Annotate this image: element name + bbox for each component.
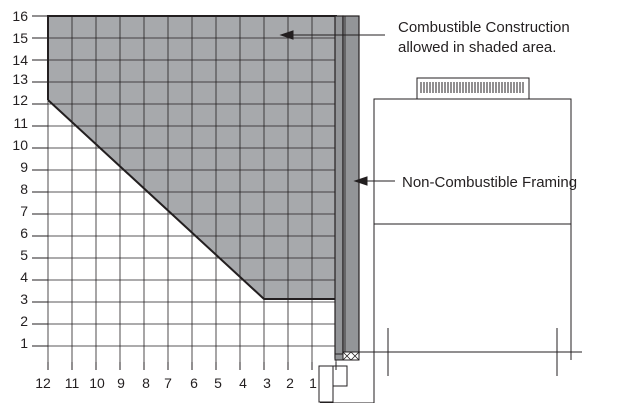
x-label-3: 3 <box>263 375 271 391</box>
x-label-4: 4 <box>239 375 247 391</box>
x-label-2: 2 <box>286 375 294 391</box>
framing-base-right <box>342 351 360 361</box>
y-label-5: 5 <box>20 247 28 263</box>
x-axis-labels: 12 11 10 9 8 7 6 5 4 3 2 1 <box>35 375 317 391</box>
y-label-1: 1 <box>20 335 28 351</box>
callout-arrows <box>279 30 395 186</box>
y-label-12: 12 <box>12 92 28 108</box>
axis-ticks <box>32 15 337 370</box>
y-label-15: 15 <box>12 30 28 46</box>
y-label-8: 8 <box>20 181 28 197</box>
y-label-13: 13 <box>12 71 28 87</box>
x-label-5: 5 <box>214 375 222 391</box>
x-label-8: 8 <box>142 375 150 391</box>
x-label-7: 7 <box>164 375 172 391</box>
framing-base-left <box>334 353 344 361</box>
combustible-callout-line1: Combustible Construction <box>398 19 570 36</box>
x-label-9: 9 <box>117 375 125 391</box>
floor-line <box>345 328 582 376</box>
framing-outer <box>334 15 344 359</box>
x-label-12: 12 <box>35 375 51 391</box>
y-label-16: 16 <box>12 8 28 24</box>
y-label-14: 14 <box>12 52 28 68</box>
framing-base-cross-1 <box>342 351 352 361</box>
bottom-marker-box-2 <box>332 365 348 387</box>
y-label-2: 2 <box>20 313 28 329</box>
y-label-7: 7 <box>20 203 28 219</box>
x-label-11: 11 <box>65 375 80 391</box>
y-axis-labels: 16 15 14 13 12 11 10 9 8 7 6 5 4 3 2 1 <box>12 8 28 351</box>
framing-base-cross-2 <box>350 351 360 361</box>
combustible-callout-line2: allowed in shaded area. <box>398 39 556 56</box>
y-label-6: 6 <box>20 225 28 241</box>
bottom-marker-box <box>318 365 334 403</box>
y-label-3: 3 <box>20 291 28 307</box>
top-vent-grille <box>416 77 530 100</box>
y-label-11: 11 <box>13 115 28 131</box>
x-label-6: 6 <box>190 375 198 391</box>
x-label-1: 1 <box>309 375 317 391</box>
y-label-9: 9 <box>20 159 28 175</box>
framing-callout: Non-Combustible Framing <box>402 174 577 191</box>
y-label-4: 4 <box>20 269 28 285</box>
y-label-10: 10 <box>12 137 28 153</box>
x-label-10: 10 <box>89 375 105 391</box>
